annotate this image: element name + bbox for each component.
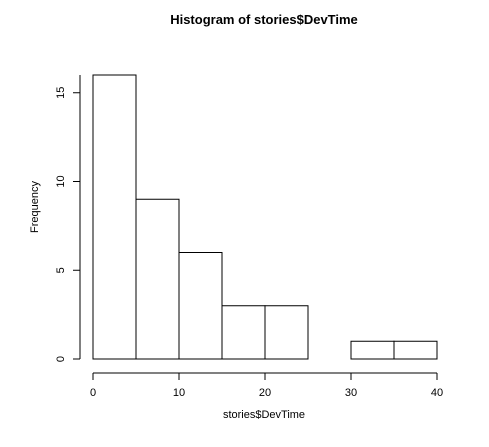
y-axis-label: Frequency (29, 181, 41, 233)
histogram-bar-0 (92, 74, 137, 360)
chart-title: Histogram of stories$DevTime (170, 12, 358, 27)
histogram-bar-7 (393, 340, 438, 360)
x-tick-label-2: 20 (259, 387, 271, 399)
bars-group (92, 74, 438, 360)
y-tick-label-3: 15 (55, 87, 67, 99)
y-tick-label-0: 0 (55, 356, 67, 362)
histogram-bar-2 (178, 252, 223, 360)
histogram-bar-1 (135, 198, 180, 360)
histogram-bar-6 (350, 340, 395, 360)
y-axis: 0 5 10 15 (55, 75, 81, 362)
histogram-bar-4 (264, 305, 309, 360)
x-tick-label-3: 30 (345, 387, 357, 399)
x-tick-label-1: 10 (173, 387, 185, 399)
x-tick-label-4: 40 (431, 387, 443, 399)
histogram-bar-3 (221, 305, 266, 360)
x-axis-label: stories$DevTime (223, 409, 305, 421)
x-tick-label-0: 0 (90, 387, 96, 399)
x-axis: 0 10 20 30 40 (90, 372, 443, 399)
y-tick-label-1: 5 (55, 267, 67, 273)
y-tick-label-2: 10 (55, 175, 67, 187)
